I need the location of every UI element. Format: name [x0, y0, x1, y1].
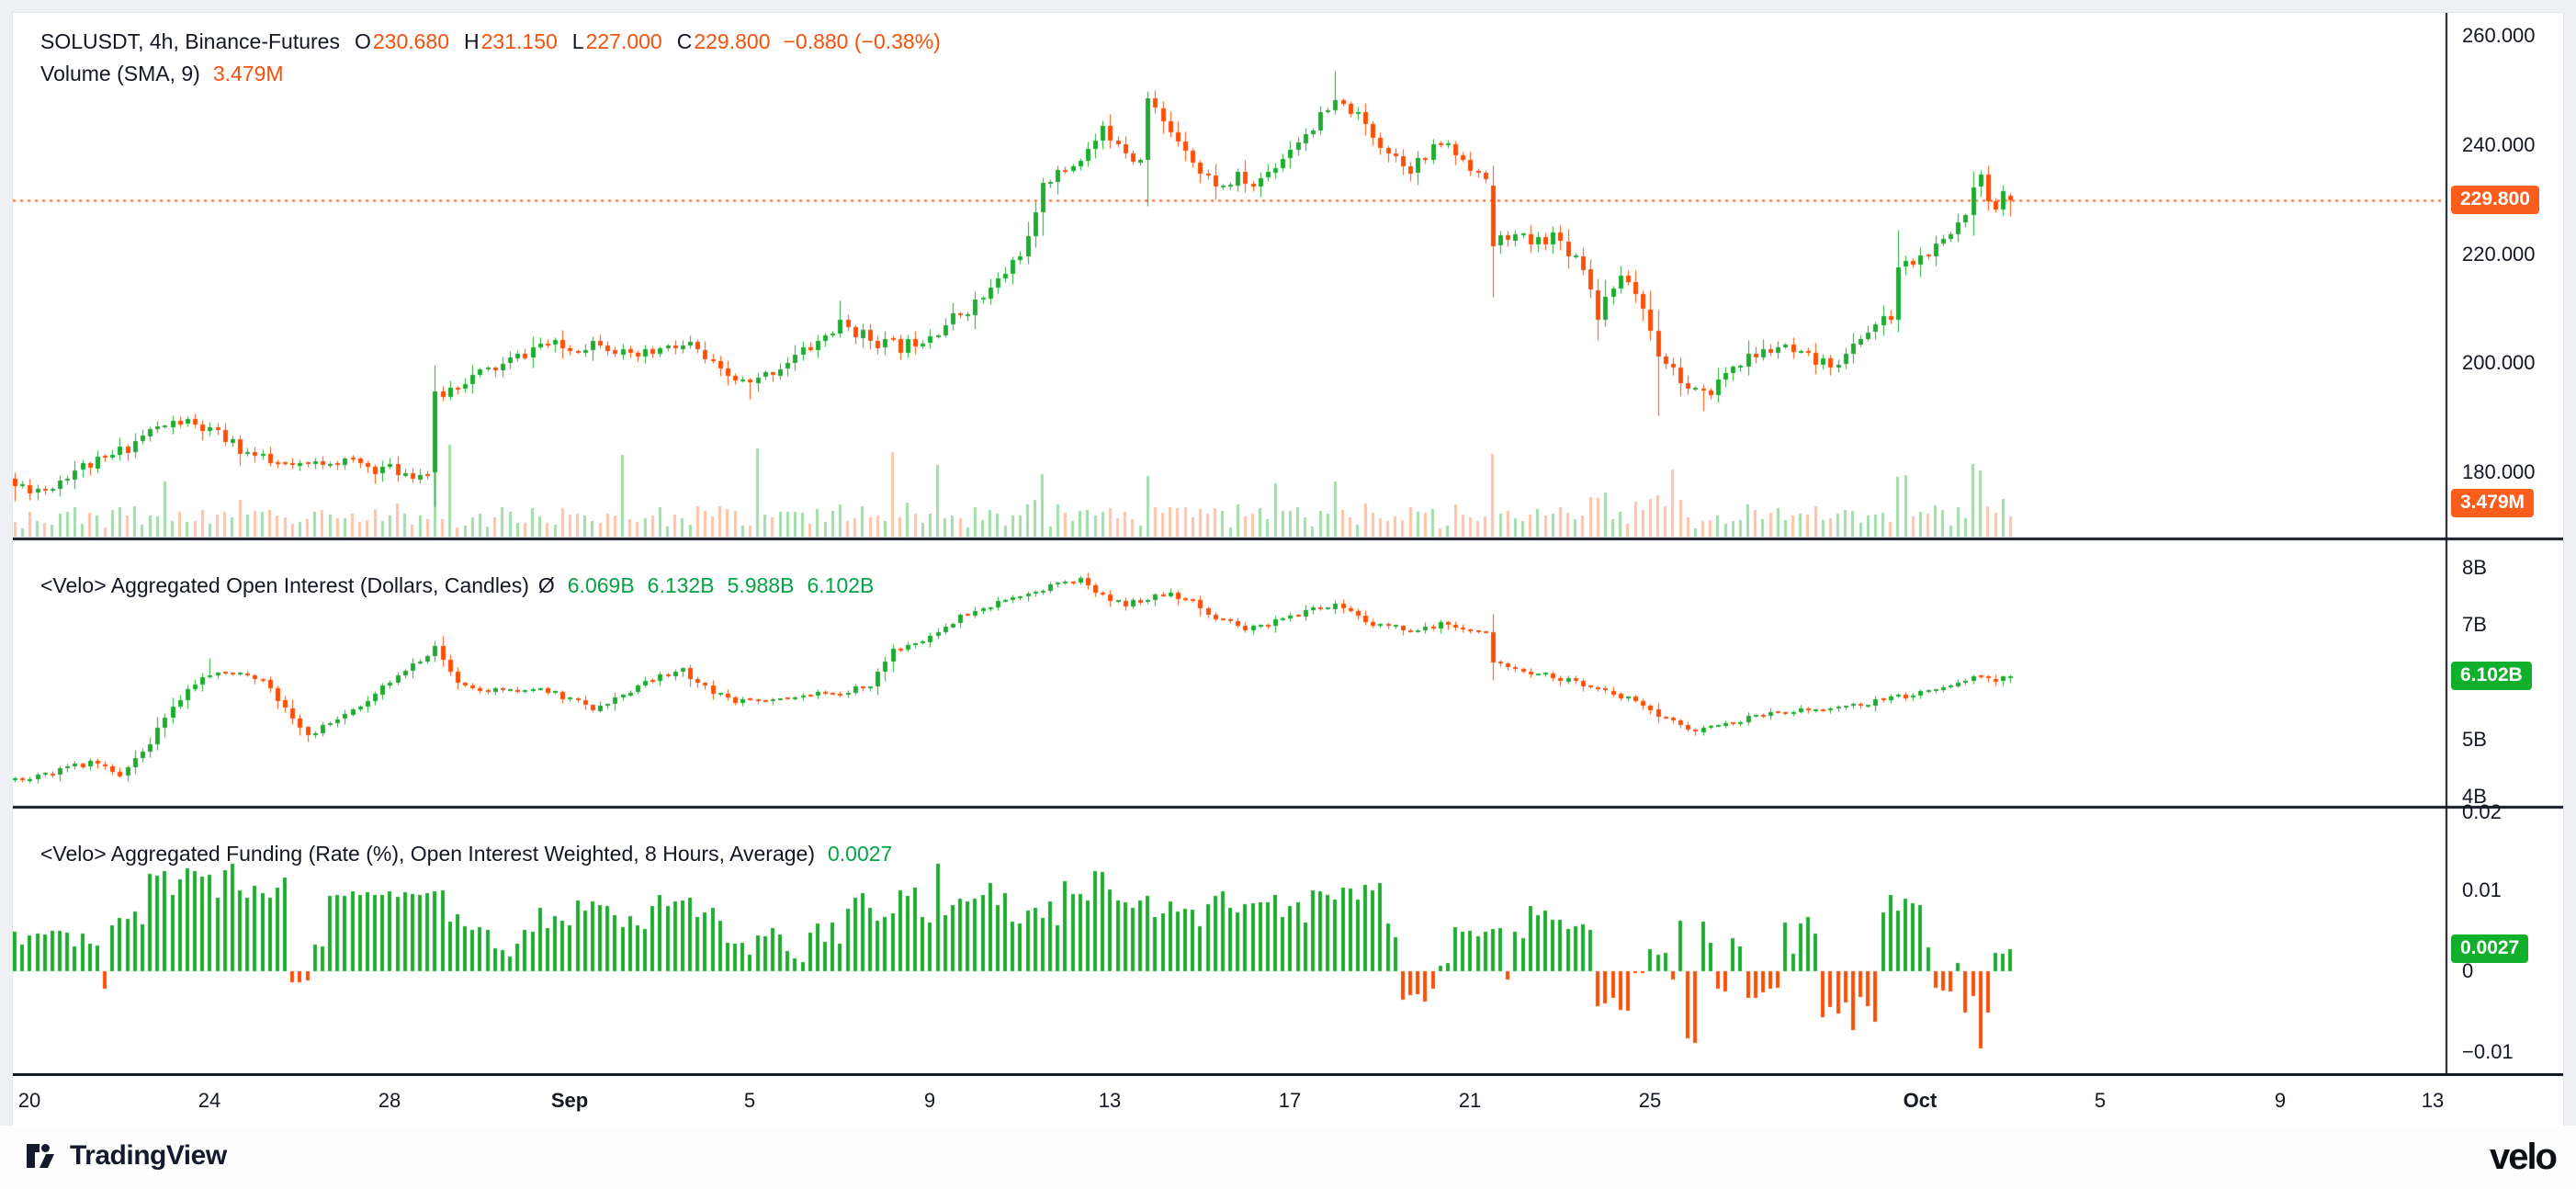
oi-study-title[interactable]: <Velo> Aggregated Open Interest (Dollars… [40, 573, 529, 597]
tradingview-logo[interactable]: TradingView [26, 1140, 227, 1172]
volume-legend[interactable]: Volume (SMA, 9) 3.479M [40, 62, 284, 86]
ohlc-open-value: 230.680 [372, 29, 450, 53]
ohlc-high-label: H [464, 29, 480, 53]
chart-canvas[interactable] [13, 13, 2563, 1073]
funding-legend[interactable]: <Velo> Aggregated Funding (Rate (%), Ope… [40, 842, 892, 866]
tradingview-wordmark: TradingView [70, 1140, 227, 1171]
oi-low-value: 5.988B [727, 573, 795, 597]
ohlc-open-label: O [354, 29, 371, 53]
price-change: −0.880 (−0.38%) [783, 29, 941, 53]
time-axis-label: 13 [2421, 1089, 2445, 1112]
funding-value: 0.0027 [828, 842, 893, 866]
time-axis-label: 21 [1458, 1089, 1482, 1112]
velo-logo[interactable]: velo [2489, 1137, 2558, 1177]
time-axis-label: 28 [378, 1089, 401, 1112]
symbol-legend[interactable]: SOLUSDT, 4h, Binance-Futures O230.680 H231… [40, 29, 941, 54]
time-axis-label: 20 [17, 1089, 41, 1112]
time-axis-label: Sep [550, 1089, 589, 1112]
volume-study-title[interactable]: Volume (SMA, 9) [40, 62, 200, 85]
ohlc-low-label: L [571, 29, 584, 53]
oi-avg-symbol: Ø [537, 573, 555, 597]
time-axis-label: 25 [1638, 1089, 1662, 1112]
ohlc-low-value: 227.000 [585, 29, 662, 53]
time-scale[interactable]: 20 24 28 Sep 5 9 13 17 21 25 Oct 5 9 13 [13, 1073, 2563, 1127]
time-axis-label: 5 [2094, 1089, 2107, 1112]
ohlc-high-value: 231.150 [480, 29, 558, 53]
symbol-title[interactable]: SOLUSDT, 4h, Binance-Futures [40, 29, 340, 53]
footer: TradingView velo [0, 1126, 2576, 1189]
oi-high-value: 6.132B [647, 573, 715, 597]
volume-sma-value: 3.479M [212, 62, 284, 85]
ohlc-close-value: 229.800 [694, 29, 771, 53]
time-axis-label: Oct [1903, 1089, 1938, 1112]
open-interest-legend[interactable]: <Velo> Aggregated Open Interest (Dollars… [40, 573, 874, 598]
oi-open-value: 6.069B [567, 573, 635, 597]
time-axis-label: 13 [1098, 1089, 1122, 1112]
time-axis-label: 17 [1278, 1089, 1302, 1112]
time-axis-label: 9 [2274, 1089, 2287, 1112]
chart-card: SOLUSDT, 4h, Binance-Futures O230.680 H231… [12, 12, 2564, 1127]
ohlc-close-label: C [676, 29, 693, 53]
tradingview-icon [27, 1144, 54, 1168]
oi-close-value: 6.102B [807, 573, 875, 597]
funding-study-title[interactable]: <Velo> Aggregated Funding (Rate (%), Ope… [40, 842, 815, 866]
time-axis-label: 24 [198, 1089, 221, 1112]
time-axis-label: 5 [743, 1089, 756, 1112]
time-axis-label: 9 [923, 1089, 936, 1112]
